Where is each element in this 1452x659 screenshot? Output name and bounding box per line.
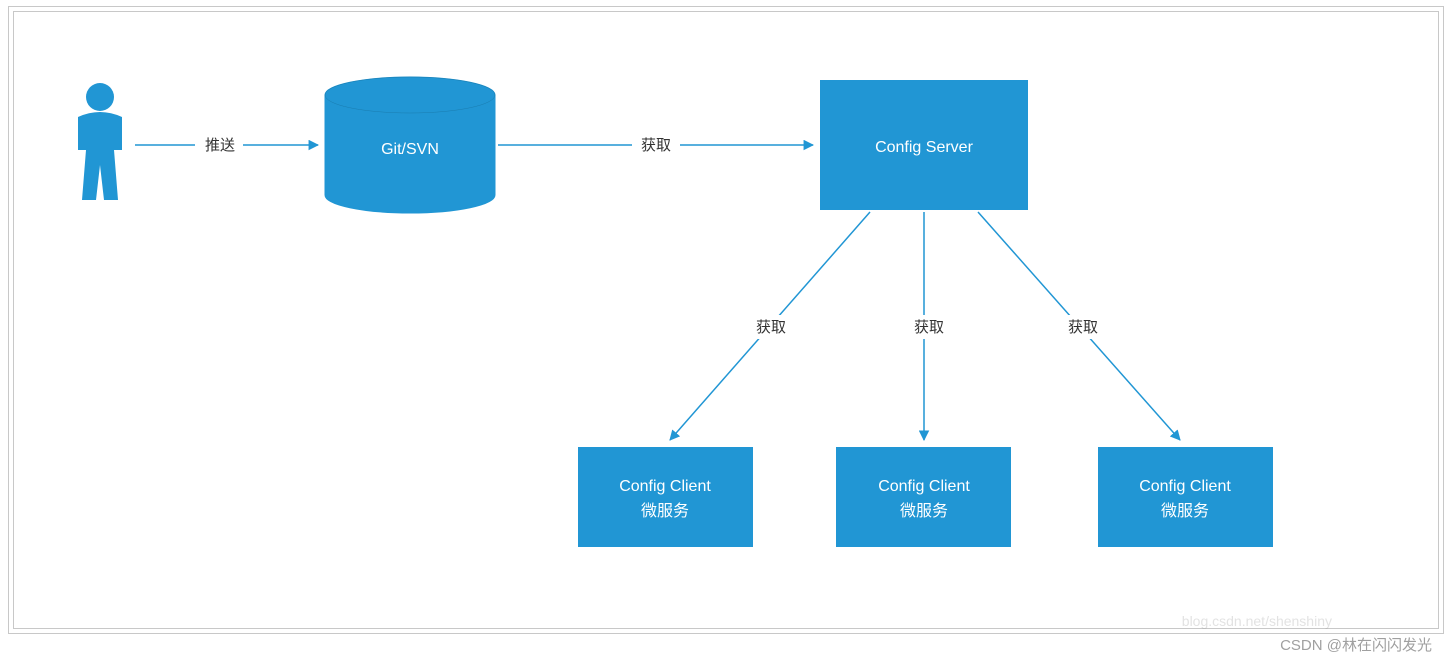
edge-fetch-label: 获取 <box>641 137 671 154</box>
edge-push-label: 推送 <box>205 137 235 154</box>
config-client-3-node: Config Client 微服务 <box>1098 447 1273 547</box>
edge-fetch-c1-label: 获取 <box>756 319 786 336</box>
config-client-2-node: Config Client 微服务 <box>836 447 1011 547</box>
watermark-faint: blog.csdn.net/shenshiny <box>1182 613 1332 629</box>
config-client-1-node: Config Client 微服务 <box>578 447 753 547</box>
config-server-node: Config Server <box>820 80 1028 210</box>
architecture-diagram: Git/SVN Config Server Config Client 微服务 … <box>0 0 1452 659</box>
client2-label2: 微服务 <box>900 502 948 520</box>
client3-label2: 微服务 <box>1161 502 1209 520</box>
repo-label: Git/SVN <box>381 141 439 158</box>
edge-fetch-c3-label: 获取 <box>1068 319 1098 336</box>
client2-label1: Config Client <box>878 478 970 495</box>
server-label: Config Server <box>875 139 973 156</box>
client1-label1: Config Client <box>619 478 711 495</box>
user-actor-icon <box>78 83 122 200</box>
client3-label1: Config Client <box>1139 478 1231 495</box>
repo-node: Git/SVN <box>325 77 495 213</box>
client1-label2: 微服务 <box>641 502 689 520</box>
edge-fetch-c2-label: 获取 <box>914 319 944 336</box>
watermark-text: CSDN @林在闪闪发光 <box>1280 634 1432 655</box>
